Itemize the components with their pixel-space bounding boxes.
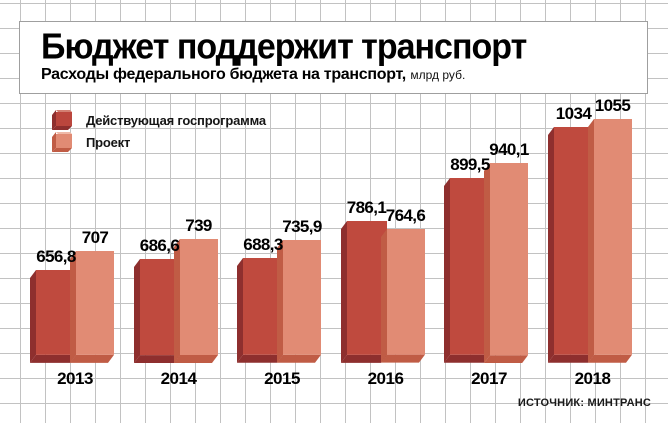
source-caption: ИСТОЧНИК: МИНТРАНС <box>517 397 651 409</box>
value-label-project-2017: 940,1 <box>489 139 529 159</box>
category-label-2018: 2018 <box>574 369 611 388</box>
category-label-2016: 2016 <box>367 369 404 388</box>
bar-project-2014 <box>173 239 218 363</box>
bar-project-2015 <box>277 240 321 363</box>
value-label-project-2018: 1055 <box>594 96 631 116</box>
legend-label: Действующая госпрограмма <box>86 112 266 128</box>
value-label-current-2016: 786,1 <box>346 198 387 218</box>
bar-current-program-2015 <box>237 258 283 363</box>
category-label-2014: 2014 <box>160 369 197 388</box>
value-label-current-2018: 1034 <box>555 104 592 124</box>
subtitle-text: Расходы федерального бюджета на транспор… <box>41 66 406 83</box>
bar-project-2018 <box>587 119 632 363</box>
category-label-2017: 2017 <box>471 369 507 388</box>
value-label-current-2015: 688,3 <box>243 235 283 255</box>
category-label-2015: 2015 <box>264 369 300 388</box>
bar-current-program-2013 <box>30 270 76 363</box>
legend-swatch-icon <box>52 110 72 130</box>
bar-project-2016 <box>380 229 425 363</box>
bar-current-program-2018 <box>547 127 594 363</box>
chart-subtitle: Расходы федерального бюджета на транспор… <box>41 66 647 84</box>
value-label-project-2014: 739 <box>185 216 212 236</box>
value-label-project-2016: 764,6 <box>385 206 426 226</box>
bar-project-2013 <box>70 251 114 363</box>
legend-label: Проект <box>86 134 131 150</box>
subtitle-unit: млрд руб. <box>410 68 466 82</box>
bar-current-program-2017 <box>444 178 490 363</box>
bar-current-program-2014 <box>133 258 180 363</box>
title-box: Бюджет поддержит транспорт Расходы федер… <box>19 21 648 94</box>
value-label-current-2013: 656,8 <box>36 247 76 267</box>
value-label-current-2017: 899,5 <box>450 155 490 175</box>
bar-current-program-2016 <box>340 221 387 363</box>
value-label-project-2015: 735,9 <box>282 217 322 237</box>
legend-item-0: Действующая госпрограмма <box>52 109 266 131</box>
bar-project-2017 <box>484 162 528 363</box>
chart-legend: Действующая госпрограмма Проект <box>52 109 266 153</box>
value-label-project-2013: 707 <box>81 228 109 248</box>
category-label-2013: 2013 <box>57 369 93 388</box>
page-title: Бюджет поддержит транспорт <box>41 27 527 67</box>
legend-item-1: Проект <box>52 131 266 153</box>
legend-swatch-icon <box>52 132 72 152</box>
value-label-current-2014: 686,6 <box>139 235 180 255</box>
